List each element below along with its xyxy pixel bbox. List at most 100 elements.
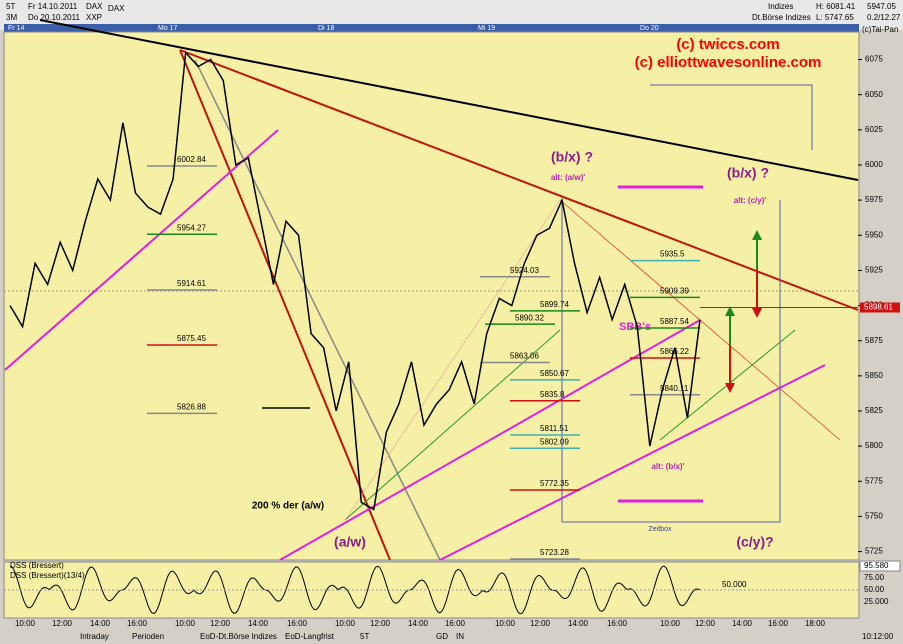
level-label: 6002.84 [177,155,206,164]
annotation: Zeitbox [649,526,672,533]
x-tick-label: 14:00 [568,619,589,628]
osc-title: DSS (Bressert) [10,561,64,570]
low: L: 5747.65 [816,13,854,22]
current-tag [860,302,900,313]
y-tick-label: 5800 [865,441,883,450]
level-label: 5875.45 [177,334,206,343]
range: 3M [6,13,17,22]
tab-bar [0,630,903,644]
level-label: 5909.39 [660,286,689,295]
level-label: 5935.5 [660,250,685,259]
y-tick-label: 5775 [865,476,883,485]
level-label: 5840.11 [660,384,689,393]
y-tick-label: 6075 [865,55,883,64]
annotation: SBB's [619,321,651,333]
annotation: (b/x) ? [727,165,769,181]
annotation: (c) elliottwavesonline.com [635,54,822,71]
tab[interactable]: 5T [360,632,369,641]
x-tick-label: 16:00 [287,619,308,628]
level-label: 5723.28 [540,548,569,557]
trendlines [4,19,859,561]
tab[interactable]: EoD-Dt.Börse Indizes [200,632,277,641]
x-tick-label: 16:00 [127,619,148,628]
osc-current-tag [859,560,901,572]
osc-current: 95.580 [864,561,889,570]
day-label: Di 18 [318,25,334,32]
osc-mid: 50.000 [722,580,747,589]
annotation: alt: (c/y)' [734,196,767,205]
oscillator-line [9,565,701,615]
y-tick-label: 5975 [865,195,883,204]
change: 0.2/12.27 [867,13,901,22]
vendor: (c)Tai-Pan [862,25,898,34]
x-tick-label: 14:00 [248,619,269,628]
x-tick-label: 12:00 [210,619,231,628]
y-tick-label: 5750 [865,512,883,521]
code: XXP [86,13,102,22]
osc-tick: 50.00 [864,585,885,594]
level-label: 5835.8 [540,390,565,399]
current-label: 5898.61 [864,303,893,312]
symbol: DAX [86,2,103,11]
x-tick-label: 10:00 [175,619,196,628]
price-line [9,50,701,511]
level-label: 5866.22 [660,347,689,356]
x-tick-label: 12:00 [695,619,716,628]
annotation: (a/w) [334,534,366,550]
plot-area [3,31,860,561]
clock: 10:12:00 [862,632,894,641]
day-bar [4,24,859,32]
y-tick-label: 5850 [865,371,883,380]
y-tick-label: 6050 [865,90,883,99]
level-label: 5887.54 [660,317,689,326]
tab[interactable]: Intraday [80,632,109,641]
x-tick-label: 14:00 [732,619,753,628]
annotation: (c/y)? [736,534,773,550]
level-label: 5890.32 [515,313,544,322]
level-label: 5772.35 [540,479,569,488]
x-tick-label: 16:00 [607,619,628,628]
x-tick-label: 12:00 [52,619,73,628]
level-label: 5850.67 [540,369,569,378]
day-label: Mi 19 [478,25,495,32]
x-tick-label: 12:00 [370,619,391,628]
osc-tick: 75.00 [864,573,885,582]
x-tick-label: 10:00 [495,619,516,628]
x-tick-label: 12:00 [530,619,551,628]
to: Do 20.10.2011 [28,13,80,22]
tab[interactable]: Perioden [132,632,164,641]
level-label: 5914.61 [177,279,206,288]
period: 5T [6,2,15,11]
y-tick-label: 5950 [865,230,883,239]
y-tick-label: 5825 [865,406,883,415]
level-label: 5863.06 [510,352,539,361]
annotation: (b/x) ? [551,149,593,165]
x-tick-label: 10:00 [15,619,36,628]
x-tick-label: 10:00 [335,619,356,628]
annotation: alt: (a/w)' [551,173,585,182]
day-label: Do 20 [640,25,659,32]
day-label: Fr 14 [8,25,24,32]
annotation: alt: (b/x)' [651,462,684,471]
exchange: Dt.Börse Indizes [752,13,811,22]
x-tick-label: 18:00 [805,619,826,628]
x-tick-label: 14:00 [408,619,429,628]
level-label: 5826.88 [177,402,206,411]
osc-subtitle: DSS (Bressert)(13/4) [10,571,85,580]
level-label: 5802.09 [540,437,569,446]
level-label: 5899.74 [540,300,569,309]
level-label: 5924.03 [510,266,539,275]
x-tick-label: 16:00 [768,619,789,628]
tab[interactable]: IN [456,632,464,641]
tab[interactable]: GD [436,632,448,641]
day-label: Mo 17 [158,25,178,32]
x-tick-label: 16:00 [445,619,466,628]
level-label: 5954.27 [177,223,206,232]
osc-tick: 25.000 [864,597,889,606]
group: Indizes [768,2,793,11]
tab[interactable]: EoD-Langfrist [285,632,335,641]
last: 5947.05 [867,2,896,11]
y-tick-label: 5875 [865,336,883,345]
x-tick-label: 10:00 [660,619,681,628]
